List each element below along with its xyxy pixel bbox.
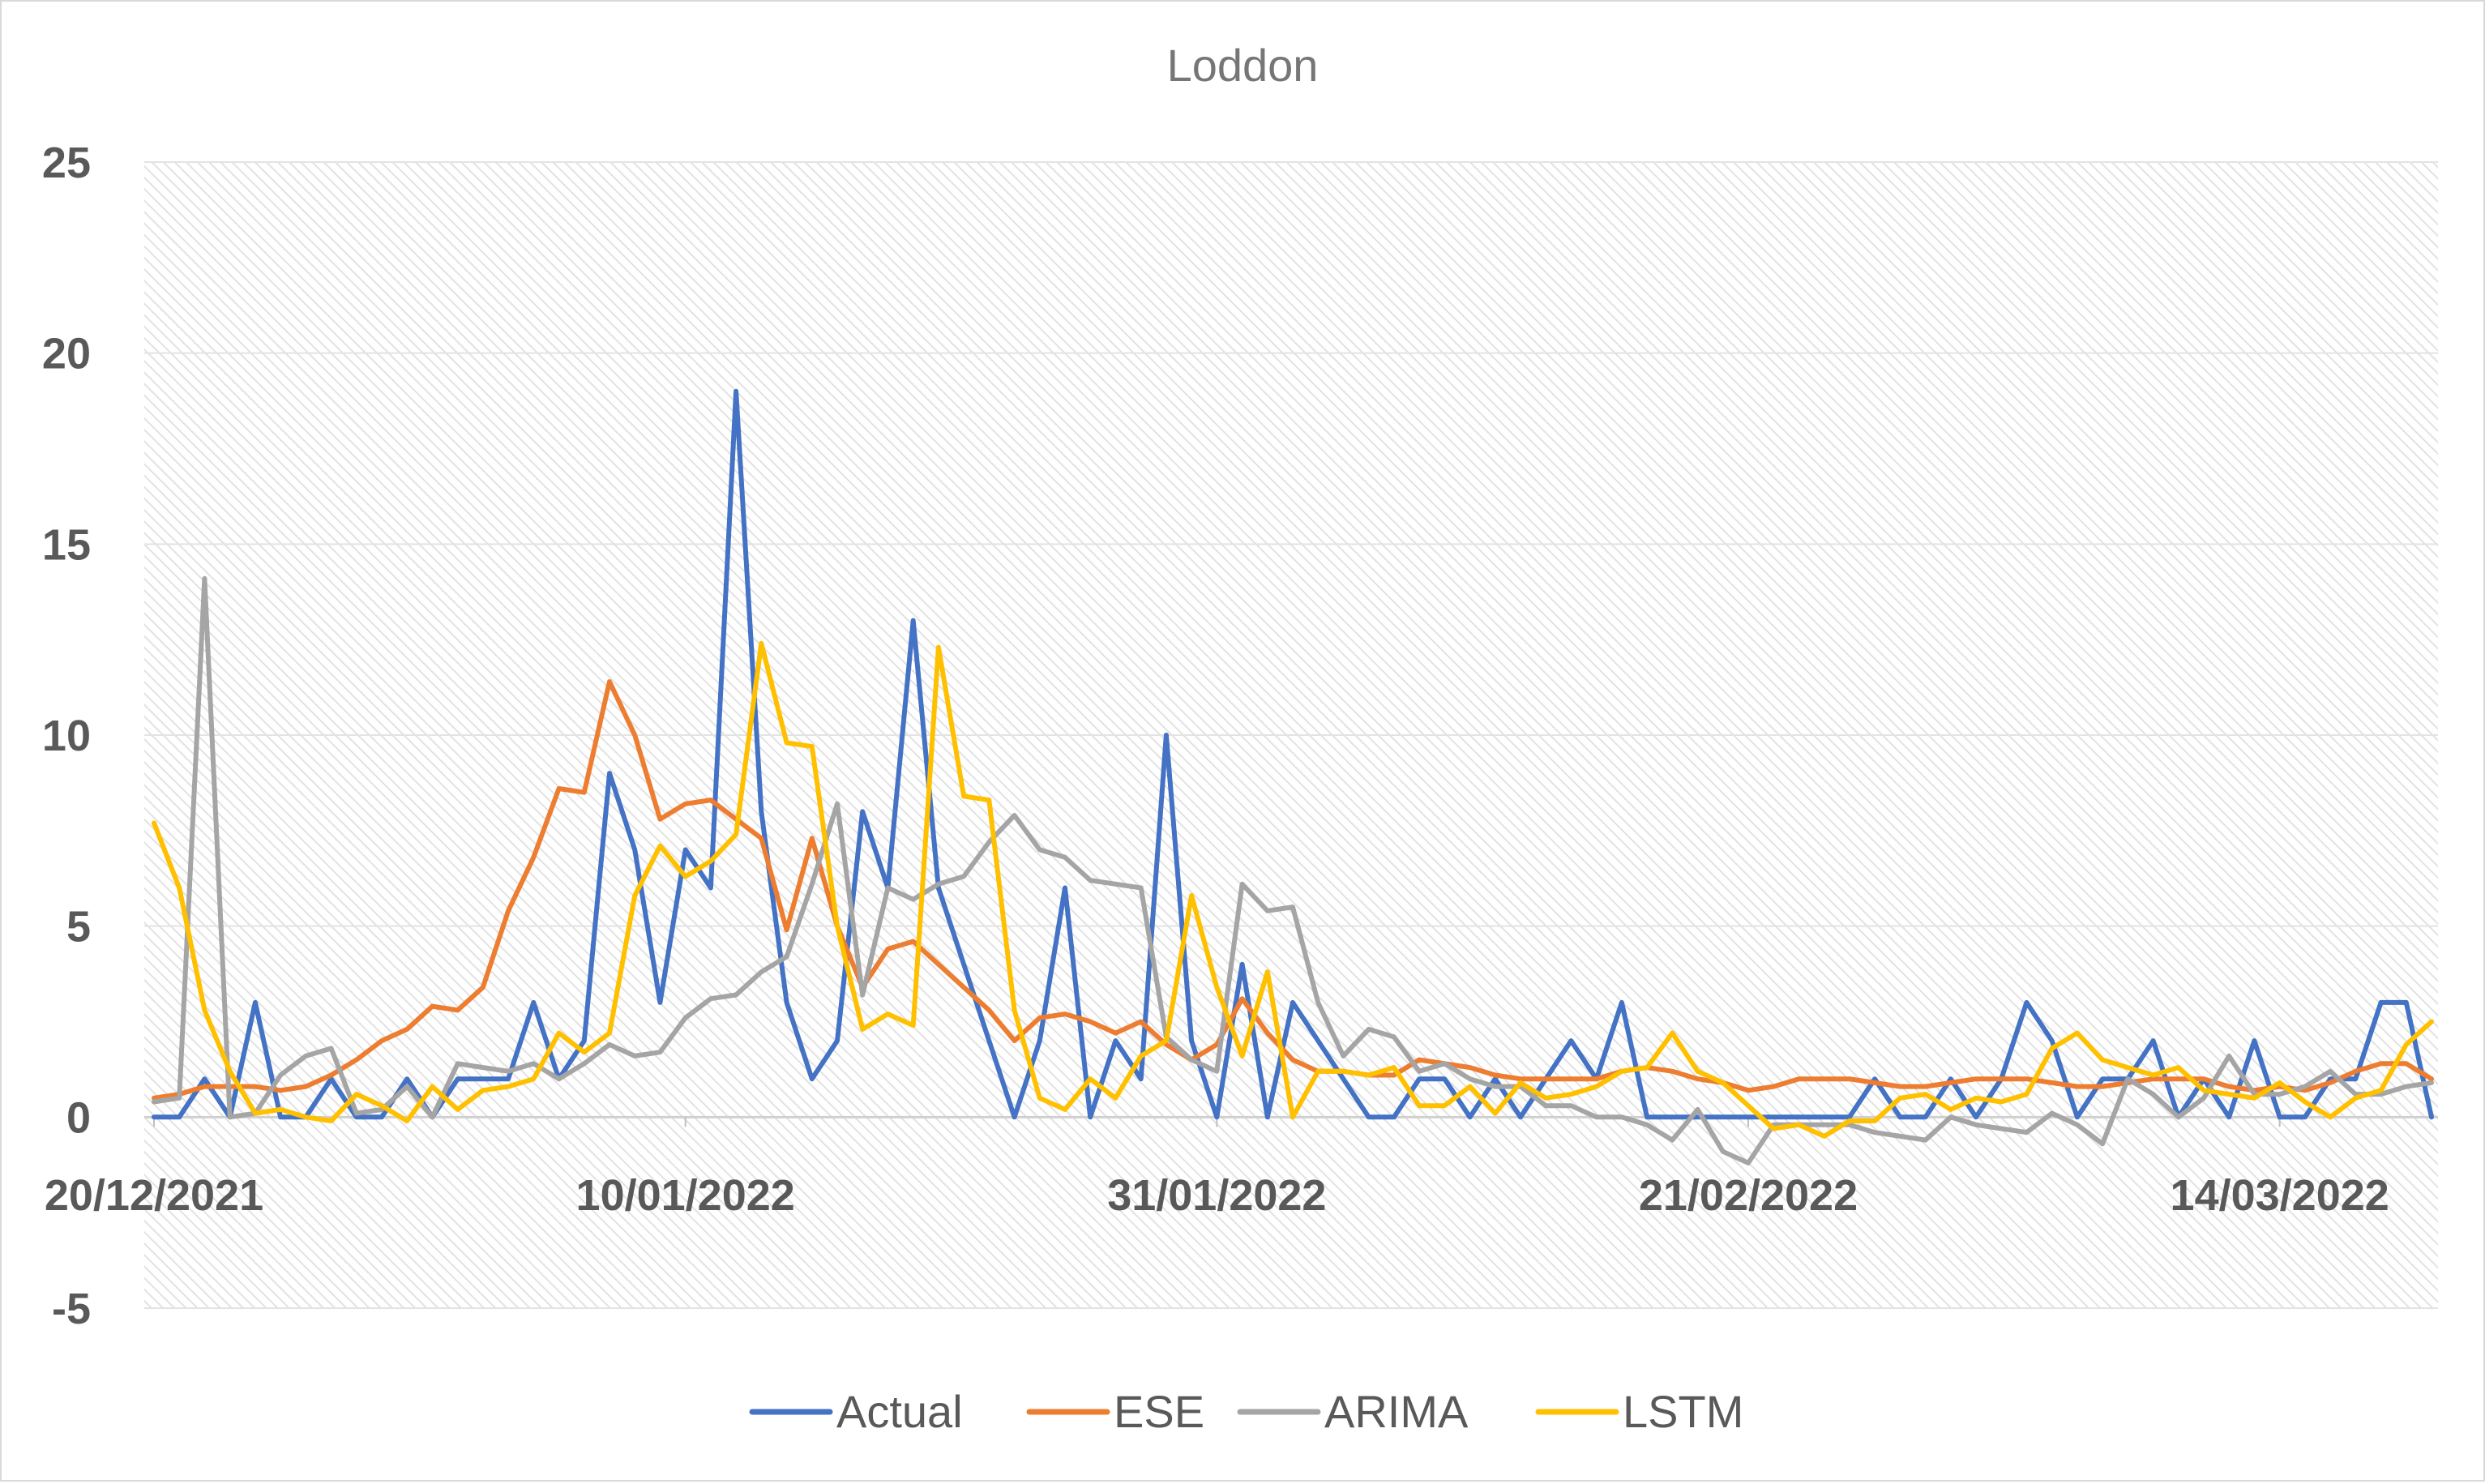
x-axis-tick-labels: 20/12/2021 10/01/2022 31/01/2022 21/02/2022… [45, 1171, 2389, 1220]
legend-label-actual: Actual [836, 1386, 963, 1437]
legend-label-ese: ESE [1114, 1386, 1204, 1437]
x-tick-label: 20/12/2021 [45, 1171, 263, 1220]
y-axis-tick-labels: -5 0 5 10 15 20 25 [42, 139, 91, 1333]
legend: Actual ESE ARIMA LSTM [749, 1386, 1743, 1437]
y-tick-label: 20 [42, 330, 91, 378]
legend-label-lstm: LSTM [1623, 1386, 1743, 1437]
x-tick-label: 14/03/2022 [2171, 1171, 2389, 1220]
x-tick-label: 21/02/2022 [1639, 1171, 1858, 1220]
y-tick-label: -5 [52, 1285, 91, 1333]
series-line-arima [152, 575, 2434, 1165]
series-line-ese [152, 679, 2434, 1101]
chart-title: Loddon [1167, 40, 1319, 91]
x-tick-label: 10/01/2022 [576, 1171, 795, 1220]
series-line-lstm [152, 640, 2434, 1139]
y-tick-label: 10 [42, 712, 91, 760]
y-tick-label: 0 [66, 1093, 91, 1142]
x-tick-label: 31/01/2022 [1107, 1171, 1326, 1220]
y-tick-label: 25 [42, 139, 91, 187]
y-tick-label: 15 [42, 520, 91, 569]
series-lines [152, 388, 2434, 1165]
series-line-actual [152, 388, 2434, 1120]
legend-label-arima: ARIMA [1324, 1386, 1469, 1437]
y-tick-label: 5 [66, 903, 91, 952]
